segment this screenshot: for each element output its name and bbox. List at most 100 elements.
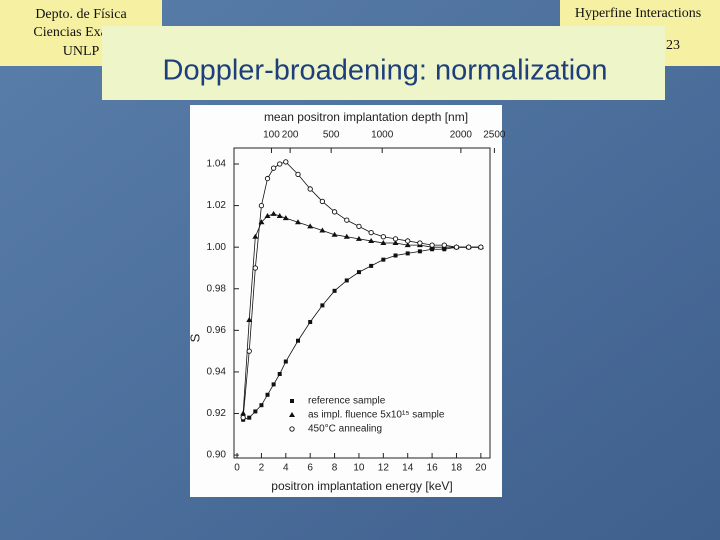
legend-label: reference sample <box>308 396 386 407</box>
marker-circle <box>289 426 295 432</box>
marker-circle <box>307 186 313 192</box>
marker-triangle <box>392 240 399 246</box>
plot-frame <box>233 147 491 459</box>
marker-square <box>277 372 282 377</box>
x-tick-label: 4 <box>283 463 289 474</box>
marker-triangle <box>264 212 271 218</box>
marker-triangle <box>331 231 338 237</box>
marker-circle <box>283 159 289 165</box>
marker-triangle <box>289 412 295 417</box>
marker-triangle <box>355 235 362 241</box>
x-tick-label: 12 <box>378 463 390 474</box>
marker-square <box>247 415 252 420</box>
plot: 0.90 0.92 0.94 0.96 0.98 1.00 1.02 1.04 0 2 4 6 8 10 1… <box>187 110 506 493</box>
y-tick-label: 1.00 <box>207 242 227 253</box>
marker-square <box>417 249 422 254</box>
marker-circle <box>429 242 435 248</box>
course: Hyperfine Interactions <box>575 6 701 21</box>
marker-square <box>332 288 337 293</box>
marker-square <box>344 278 349 283</box>
marker-square <box>393 253 398 258</box>
marker-triangle <box>319 227 326 233</box>
x2-tick-label: 100 <box>263 130 280 141</box>
institution: Depto. de Física <box>35 7 127 22</box>
marker-circle <box>453 244 460 250</box>
marker-circle <box>441 242 447 248</box>
marker-circle <box>252 265 258 271</box>
marker-circle <box>356 223 362 230</box>
marker-circle <box>246 348 252 354</box>
marker-triangle <box>240 410 247 416</box>
marker-circle <box>240 415 246 421</box>
marker-square <box>405 251 410 256</box>
marker-circle <box>277 161 283 167</box>
marker-square <box>271 382 276 387</box>
marker-triangle <box>270 210 277 216</box>
marker-circle <box>405 238 411 244</box>
y-tick-label: 0.92 <box>207 408 227 419</box>
x2-tick-label: 500 <box>323 130 340 141</box>
y-tick-label: 0.94 <box>207 367 227 378</box>
legend-label: 450°C annealing <box>308 424 382 435</box>
institution: UNLP <box>63 44 100 59</box>
marker-square <box>283 359 288 364</box>
x-tick-label: 2 <box>259 463 265 474</box>
y-tick-label: 0.96 <box>207 325 227 336</box>
x-tick-label: 14 <box>402 463 414 474</box>
y-tick-label: 0.98 <box>207 283 227 294</box>
marker-circle <box>258 202 265 209</box>
marker-circle <box>478 244 484 250</box>
x2-axis-label: mean positron implantation depth [nm] <box>264 110 468 124</box>
marker-triangle <box>246 316 253 322</box>
y-tick-label: 0.90 <box>207 450 227 461</box>
x2-tick-label: 1000 <box>371 130 394 141</box>
x2-tick-label: 2000 <box>450 130 473 141</box>
marker-circle <box>295 171 301 178</box>
marker-triangle <box>343 233 350 239</box>
marker-square <box>320 303 325 308</box>
marker-triangle <box>380 240 387 246</box>
marker-square <box>296 338 300 343</box>
y-axis-label: S <box>187 333 202 342</box>
x-tick-label: 6 <box>307 463 313 474</box>
marker-square <box>259 403 264 408</box>
page-number: 23 <box>666 38 680 53</box>
marker-square <box>369 263 374 268</box>
marker-circle <box>331 209 338 215</box>
marker-circle <box>368 229 374 236</box>
marker-triangle <box>282 215 289 221</box>
marker-circle <box>270 165 277 171</box>
marker-triangle <box>295 219 301 225</box>
marker-square <box>290 399 294 403</box>
marker-circle <box>417 240 423 246</box>
marker-square <box>356 270 361 275</box>
x-tick-label: 0 <box>234 463 240 474</box>
slide-title: Doppler-broadening: normalization <box>163 55 608 87</box>
legend-label: as impl. fluence 5x10¹⁵ sample <box>308 410 445 421</box>
x-tick-label: 10 <box>353 463 365 474</box>
x2-tick-label: 200 <box>282 130 299 141</box>
marker-square <box>253 409 258 414</box>
x2-tick-label: 2500 <box>483 130 506 141</box>
title-box <box>102 26 665 100</box>
marker-triangle <box>252 233 259 239</box>
marker-square <box>308 320 313 325</box>
x-tick-label: 20 <box>475 463 487 474</box>
marker-triangle <box>368 237 375 243</box>
x-tick-label: 16 <box>427 463 439 474</box>
x-axis-label: positron implantation energy [keV] <box>271 479 452 493</box>
x-tick-label: 8 <box>332 463 338 474</box>
marker-square <box>381 257 386 262</box>
marker-square <box>442 247 447 252</box>
marker-triangle <box>276 212 283 218</box>
marker-square <box>430 247 435 252</box>
y-tick-label: 1.04 <box>207 159 227 170</box>
chart-image <box>190 105 502 497</box>
marker-circle <box>392 236 399 242</box>
marker-circle <box>466 244 472 250</box>
marker-triangle <box>307 223 314 229</box>
y-tick-label: 1.02 <box>207 200 227 211</box>
marker-circle <box>319 198 326 205</box>
